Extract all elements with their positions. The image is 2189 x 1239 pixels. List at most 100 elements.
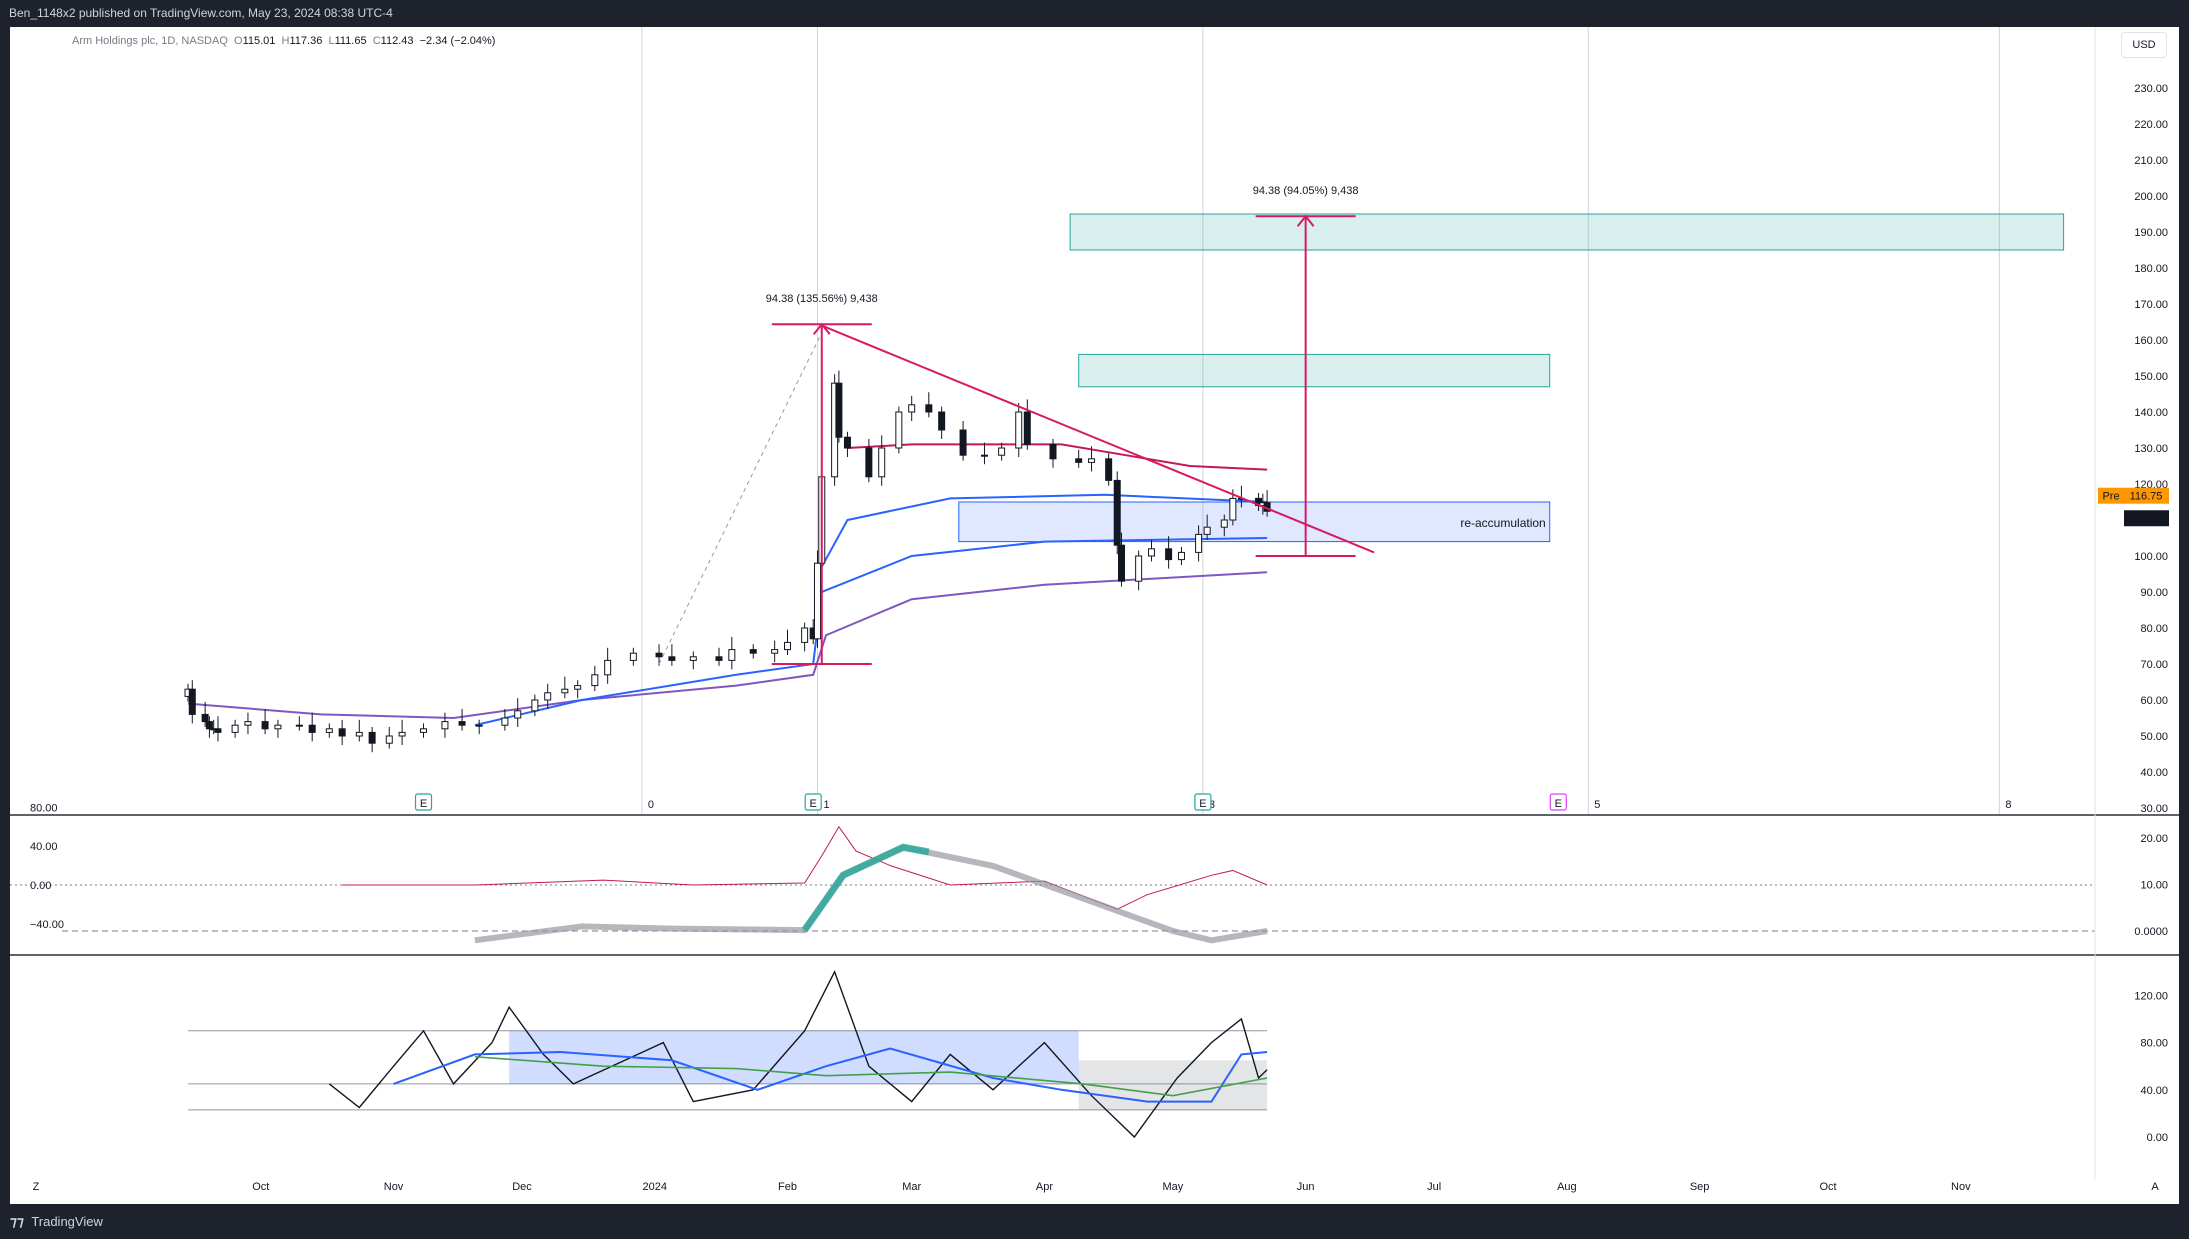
- pre-badge: [2098, 487, 2124, 504]
- candle-body: [1118, 544, 1126, 582]
- candle-body: [843, 436, 851, 449]
- price-tick-label: 140.00: [2134, 407, 2168, 419]
- candle-body: [531, 699, 539, 712]
- candle-body: [514, 710, 522, 719]
- target-zone: [1078, 353, 1551, 388]
- candle-body: [261, 721, 269, 730]
- date-tick-label: Apr: [1036, 1181, 1053, 1193]
- osc2-tick: 40.00: [2140, 1085, 2168, 1097]
- brand-name: TradingView: [31, 1214, 103, 1229]
- candle-body: [574, 685, 582, 690]
- candle-body: [1177, 551, 1185, 561]
- candle-body: [865, 447, 873, 478]
- pre-badge-label: Pre: [2102, 491, 2119, 503]
- descending-trendline: [821, 324, 1375, 554]
- candle-body: [728, 649, 736, 661]
- date-tick-label: Jun: [1297, 1181, 1315, 1193]
- candle-body: [214, 728, 222, 733]
- session-mark: 3: [1209, 799, 1215, 811]
- candle-body: [1220, 519, 1228, 528]
- price-tick-label: 180.00: [2134, 263, 2168, 275]
- date-tick-label: Nov: [384, 1181, 404, 1193]
- candle-body: [355, 731, 363, 737]
- oscillator-pane-2: [188, 970, 1268, 1139]
- candle-body: [689, 656, 697, 661]
- low-label: L: [328, 35, 335, 47]
- date-tick-label: Mar: [902, 1181, 921, 1193]
- candle-body: [501, 717, 509, 726]
- candle-body: [458, 721, 466, 726]
- high-value: 117.36: [289, 35, 323, 47]
- osc2-green-signal: [474, 1055, 1268, 1097]
- price-tick-label: 100.00: [2134, 551, 2168, 563]
- candle-body: [398, 731, 406, 737]
- date-tick-label: Oct: [1820, 1181, 1837, 1193]
- candle-body: [925, 404, 933, 413]
- osc2-tick: 120.00: [2134, 990, 2168, 1002]
- grid: 0 1 3 5 8: [641, 27, 2011, 815]
- price-tick-label: 150.00: [2134, 371, 2168, 383]
- high-label: H: [281, 35, 290, 47]
- candle-body: [475, 724, 483, 727]
- earnings-marker-label: E: [810, 798, 817, 810]
- candle-body: [1135, 555, 1143, 582]
- candle-body: [1147, 548, 1155, 557]
- candle-body: [749, 649, 757, 654]
- candle-body: [295, 724, 303, 727]
- open-value: 115.01: [242, 35, 276, 47]
- upper-band-line: [847, 443, 1268, 471]
- candle-body: [591, 674, 599, 687]
- earnings-marker-upcoming-label: E: [1555, 798, 1562, 810]
- candle-body: [368, 731, 376, 744]
- price-tick-label: 130.00: [2134, 443, 2168, 455]
- candle-body: [908, 404, 916, 413]
- candle-body: [441, 721, 449, 730]
- candle-body: [980, 454, 988, 457]
- price-tick-label: 60.00: [2140, 695, 2168, 707]
- symbol-legend: Arm Holdings plc, 1D, NASDAQ O115.01 H11…: [72, 35, 495, 47]
- earnings-marker-label: E: [420, 798, 427, 810]
- osc2-blue-signal: [393, 1047, 1268, 1103]
- candle-body: [274, 724, 282, 730]
- published-header: Ben_1148x2 published on TradingView.com,…: [0, 0, 2189, 27]
- candles: [184, 370, 1271, 753]
- osc1-right-tick: 10.00: [2140, 880, 2168, 892]
- measure-label: 94.38 (135.56%) 9,438: [766, 293, 878, 305]
- candle-body: [385, 735, 393, 744]
- date-tick-label: Aug: [1557, 1181, 1577, 1193]
- candle-body: [1049, 443, 1057, 460]
- price-tick-label: 80.00: [2140, 623, 2168, 635]
- price-tick-label: 220.00: [2134, 119, 2168, 131]
- osc1-left-tick: 0.00: [30, 880, 51, 892]
- zones: re-accumulation: [958, 213, 2065, 543]
- close-label: C: [372, 35, 381, 47]
- candle-body: [188, 688, 196, 715]
- price-tick-label: 30.00: [2140, 803, 2168, 815]
- osc2-tick: 80.00: [2140, 1038, 2168, 1050]
- tradingview-logo-icon: ⁊⁊: [10, 1213, 24, 1229]
- candle-body: [420, 728, 428, 733]
- last-price-label: 112.43: [2130, 513, 2163, 525]
- candle-body: [959, 429, 967, 456]
- axes: 230.00220.00210.00200.00190.00180.00170.…: [10, 27, 2179, 1193]
- candle-body: [604, 659, 612, 676]
- candle-body: [655, 652, 663, 658]
- candle-body: [1165, 548, 1173, 561]
- drawings: 94.38 (135.56%) 9,438 94.38 (94.05%) 9,43…: [414, 185, 1567, 811]
- price-tick-label: 190.00: [2134, 227, 2168, 239]
- candle-body: [338, 728, 346, 737]
- candle-body: [205, 721, 213, 730]
- chart-frame[interactable]: [10, 27, 2179, 1204]
- vwap-upper-line: [820, 493, 1268, 568]
- reaccumulation-zone: [958, 501, 1551, 543]
- candle-body: [1075, 458, 1083, 463]
- date-tick-label: Feb: [778, 1181, 797, 1193]
- close-value: 112.43: [380, 35, 414, 47]
- osc2-tick: 0.00: [2147, 1132, 2168, 1144]
- dashed-projection-line: [658, 332, 823, 665]
- currency-button[interactable]: USD: [2121, 32, 2167, 58]
- candle-body: [938, 411, 946, 431]
- change-value: −2.34 (−2.04%): [419, 35, 496, 47]
- candle-body: [231, 724, 239, 733]
